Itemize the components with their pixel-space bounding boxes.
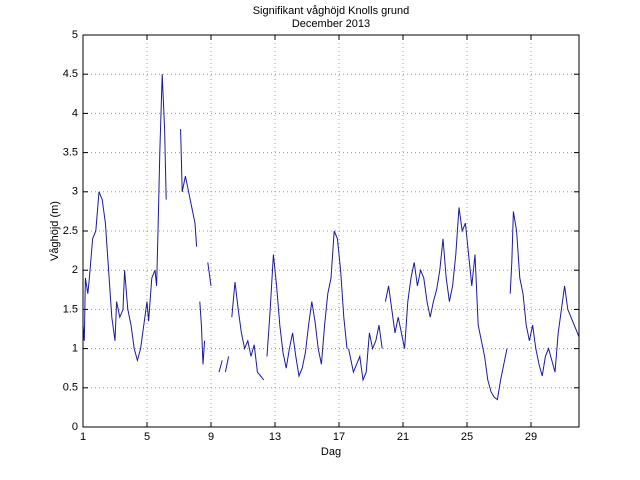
y-tick-label: 1.5 (63, 303, 78, 315)
y-tick-label: 3.5 (63, 147, 78, 159)
x-tick-label: 13 (269, 431, 281, 443)
y-tick-label: 3 (72, 186, 78, 198)
y-tick-label: 2 (72, 264, 78, 276)
y-tick-label: 5 (72, 29, 78, 41)
plot-frame (82, 34, 580, 428)
x-tick-label: 9 (208, 431, 214, 443)
x-axis-label: Dag (321, 446, 341, 458)
y-tick-label: 4.5 (63, 68, 78, 80)
x-tick-label: 1 (80, 431, 86, 443)
data-line (82, 74, 580, 401)
chart-subtitle: December 2013 (292, 18, 370, 30)
x-tick-label: 29 (525, 431, 537, 443)
chart-title: Signifikant våghöjd Knolls grund (253, 5, 410, 17)
y-tick-label: 1 (72, 343, 78, 355)
x-tick-label: 17 (333, 431, 345, 443)
x-tick-label: 25 (461, 431, 473, 443)
y-tick-label: 0 (72, 421, 78, 433)
y-tick-label: 2.5 (63, 225, 78, 237)
y-tick-label: 4 (72, 107, 78, 119)
x-tick-label: 21 (397, 431, 409, 443)
y-tick-label: 0.5 (63, 382, 78, 394)
x-tick-label: 5 (144, 431, 150, 443)
y-axis-label: Våghöjd (m) (49, 201, 61, 261)
